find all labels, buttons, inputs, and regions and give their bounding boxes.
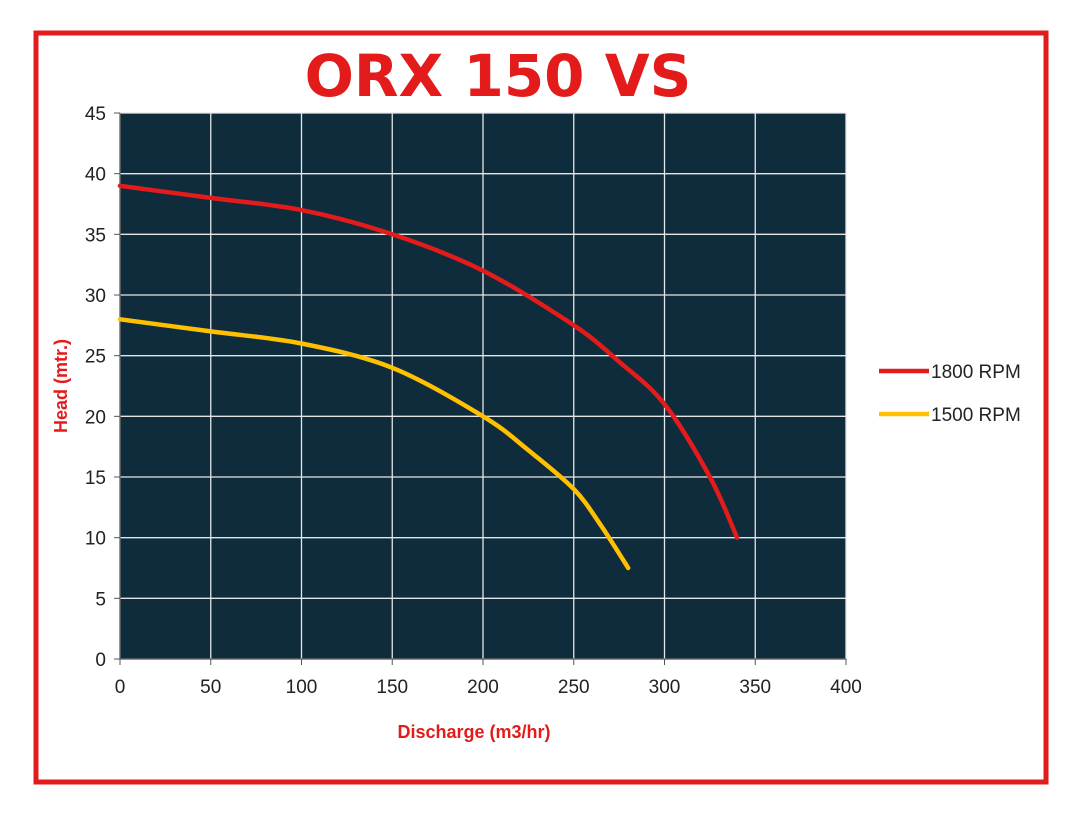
y-tick-label: 15 [85,468,106,489]
legend-label-1: 1500 RPM [931,405,1021,426]
y-axis-title: Head (mtr.) [51,339,71,433]
series-layer [117,183,740,571]
tick-labels: 0 50 100 150 200 250 300 350 400 0 5 10 15 20 25 30 35 40… [85,104,862,698]
y-tick-label: 35 [85,225,106,246]
chart-title: ORX 150 VS [305,42,692,110]
y-tick-label: 30 [85,286,106,307]
x-tick-label: 300 [649,677,681,698]
x-tick-label: 400 [830,677,862,698]
series-line-0 [117,183,740,540]
x-tick-label: 0 [115,677,126,698]
x-tick-label: 200 [467,677,499,698]
y-tick-label: 10 [85,529,106,550]
y-tick-label: 40 [85,165,106,186]
gridlines [119,112,847,660]
x-tick-label: 100 [286,677,318,698]
x-tick-label: 350 [739,677,771,698]
y-tick-label: 45 [85,104,106,125]
x-tick-label: 250 [558,677,590,698]
y-tick-label: 25 [85,347,106,368]
x-axis-title: Discharge (m3/hr) [397,722,550,742]
axes [114,112,847,665]
y-tick-label: 5 [95,589,106,610]
x-tick-label: 50 [200,677,221,698]
y-tick-label: 0 [95,650,106,671]
x-tick-label: 150 [376,677,408,698]
y-tick-label: 20 [85,407,106,428]
legend: 1800 RPM 1500 RPM [879,362,1021,426]
legend-label-0: 1800 RPM [931,362,1021,383]
series-line-1 [117,317,631,571]
